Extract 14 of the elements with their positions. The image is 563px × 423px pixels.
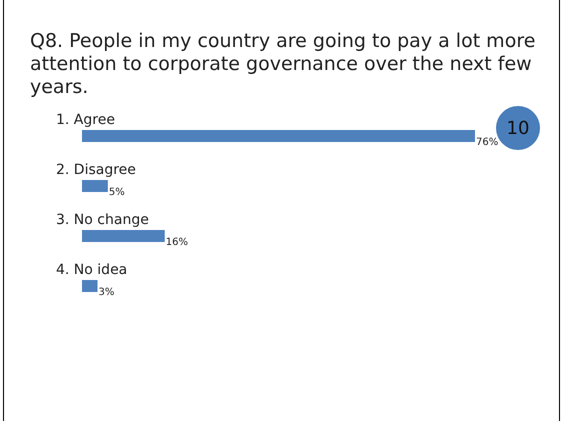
y-tick-label: 3. No change (56, 212, 149, 228)
y-tick-label: 2. Disagree (56, 162, 136, 178)
data-label: 76% (476, 137, 498, 148)
data-label: 16% (166, 237, 188, 248)
y-tick-label: 4. No idea (56, 262, 128, 278)
y-tick-label: 1. Agree (56, 112, 115, 128)
bar (82, 280, 98, 292)
bar (82, 130, 475, 142)
bar (82, 230, 165, 242)
data-label: 5% (108, 187, 125, 198)
bar (82, 180, 108, 192)
text: 10 (506, 118, 530, 138)
data-label: 3% (98, 287, 114, 298)
chart-title: Q8. People in my country are going to pay a lot more attention to corporate governance over the next few years. (30, 30, 536, 99)
